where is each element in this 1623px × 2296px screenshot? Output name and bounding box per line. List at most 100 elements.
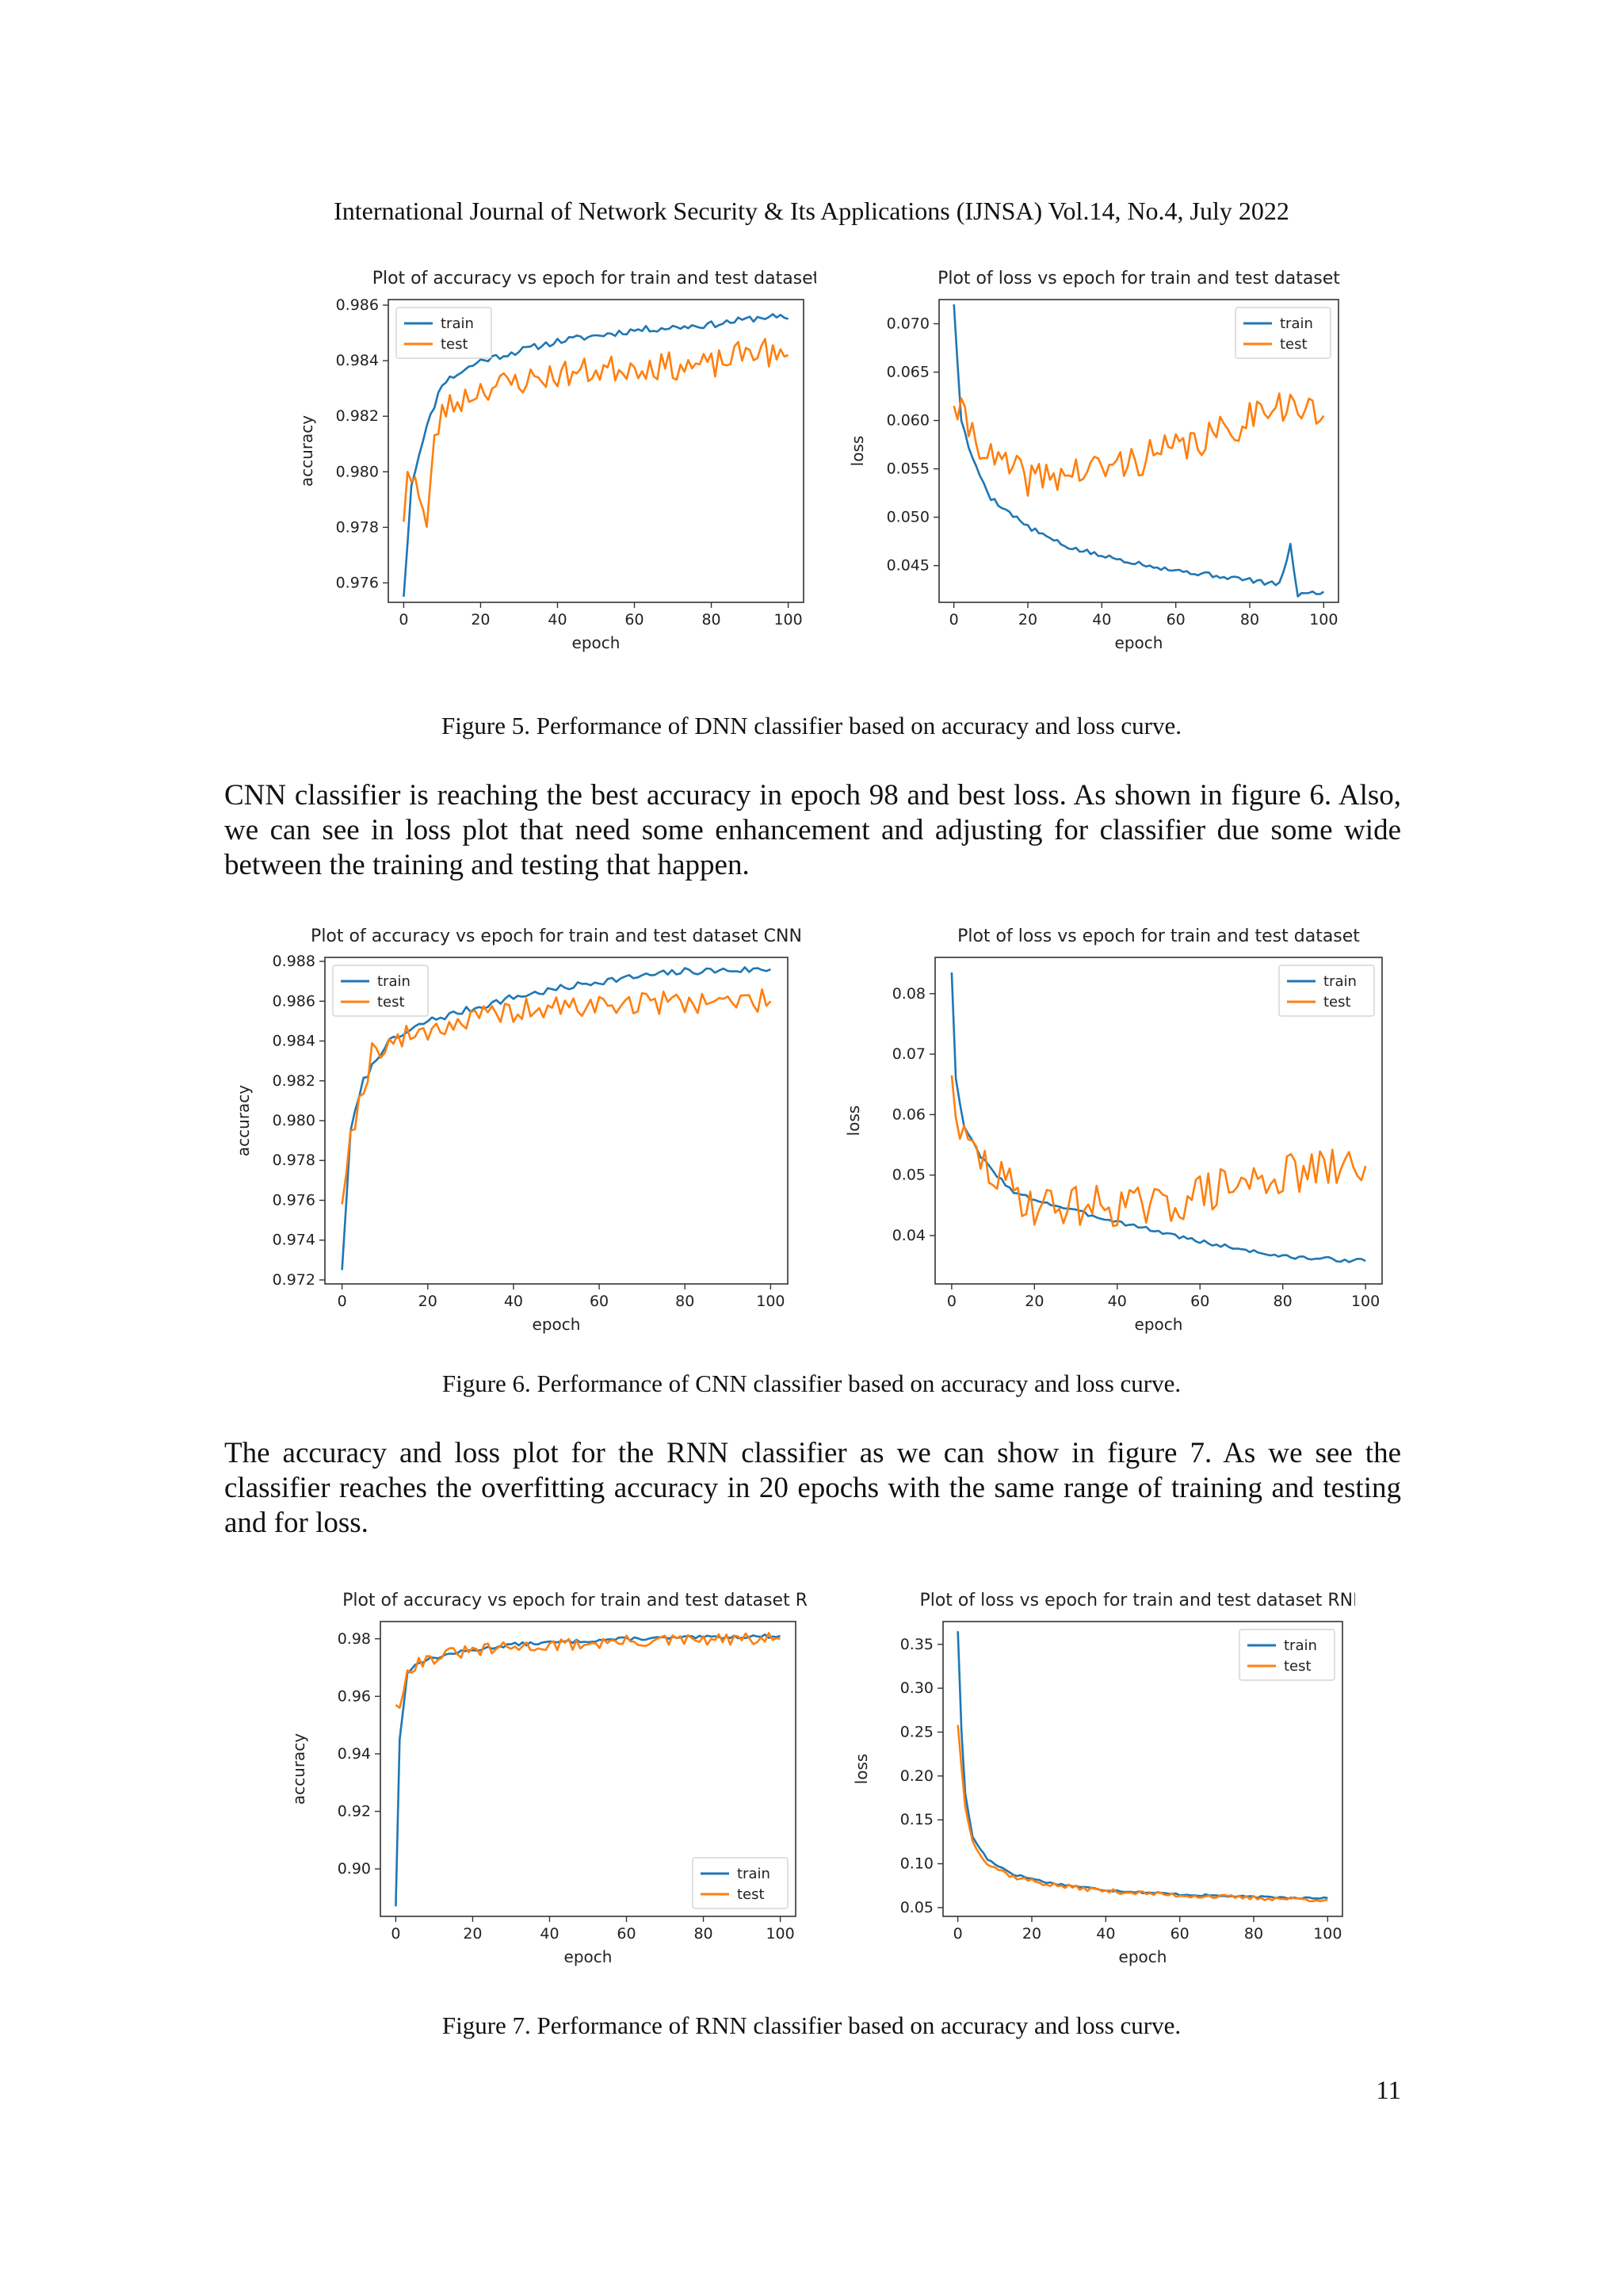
series-line-train	[950, 972, 1366, 1263]
chart-legend: train test	[692, 1857, 789, 1909]
y-tick-label: 0.94	[338, 1745, 371, 1763]
x-tick-label: 20	[1022, 1925, 1041, 1943]
chart-legend: train test	[1278, 965, 1375, 1017]
chart-legend: train test	[1235, 307, 1331, 359]
x-tick-label: 60	[624, 611, 643, 628]
figure-7-caption: Figure 7. Performance of RNN classifier …	[441, 2011, 1182, 2039]
x-axis-label: epoch	[1119, 1947, 1167, 1966]
page-number: 11	[1376, 2076, 1401, 2105]
x-axis-label: epoch	[572, 633, 621, 652]
x-tick-label: 0	[953, 1925, 963, 1943]
series-line-train	[957, 1631, 1328, 1900]
legend-box	[395, 307, 492, 359]
legend-label-test: test	[1323, 994, 1351, 1010]
y-tick-label: 0.07	[892, 1045, 926, 1063]
series-line-test	[950, 1075, 1367, 1228]
paragraph-rnn: The accuracy and loss plot for the RNN c…	[224, 1437, 1401, 1539]
x-tick-label: 100	[766, 1925, 794, 1943]
x-tick-label: 40	[1096, 1925, 1115, 1943]
chart-legend: train test	[1239, 1629, 1335, 1681]
y-axis-label: loss	[844, 1106, 863, 1137]
chart-title: Plot of loss vs epoch for train and test…	[938, 269, 1340, 288]
x-tick-label: 60	[1190, 1293, 1209, 1310]
series-line-train	[341, 966, 771, 1270]
x-tick-label: 20	[471, 611, 490, 628]
x-tick-label: 60	[590, 1293, 609, 1310]
x-tick-label: 20	[1025, 1293, 1044, 1310]
x-tick-label: 20	[1018, 611, 1037, 628]
legend-label-test: test	[441, 336, 468, 353]
y-tick-label: 0.982	[336, 407, 379, 425]
paragraph-cnn: CNN classifier is reaching the best accu…	[224, 779, 1401, 881]
x-tick-label: 20	[418, 1293, 437, 1310]
figure-7-accuracy-chart: Plot of accuracy vs epoch for train and …	[285, 1584, 808, 1980]
y-tick-label: 0.92	[338, 1803, 371, 1820]
x-tick-label: 80	[693, 1925, 712, 1943]
x-tick-label: 40	[540, 1925, 559, 1943]
figure-6-accuracy-chart: Plot of accuracy vs epoch for train and …	[230, 919, 800, 1347]
x-tick-label: 60	[617, 1925, 636, 1943]
figure-6-caption: Figure 6. Performance of CNN classifier …	[441, 1370, 1182, 1397]
y-tick-label: 0.20	[900, 1767, 934, 1785]
y-tick-label: 0.050	[887, 509, 930, 526]
series-line-test	[953, 392, 1325, 497]
legend-label-train: train	[737, 1866, 770, 1882]
series-line-test	[395, 1632, 781, 1710]
y-tick-label: 0.982	[273, 1072, 315, 1090]
y-axis-label: accuracy	[297, 415, 316, 487]
x-tick-label: 40	[1108, 1293, 1127, 1310]
dnn-accuracy-chart: Plot of accuracy vs epoch for train and …	[297, 269, 816, 652]
chart-legend: train test	[395, 307, 492, 359]
x-tick-label: 80	[1244, 1925, 1263, 1943]
legend-label-test: test	[737, 1886, 765, 1903]
series-line-test	[957, 1725, 1328, 1903]
plot-frame	[934, 957, 1383, 1285]
y-tick-label: 0.986	[273, 992, 315, 1010]
cnn-loss-chart: Plot of loss vs epoch for train and test…	[844, 926, 1383, 1334]
y-tick-label: 0.04	[892, 1227, 926, 1244]
y-tick-label: 0.988	[273, 953, 315, 970]
legend-label-train: train	[1323, 973, 1357, 990]
legend-box	[332, 965, 429, 1017]
plot-frame	[380, 1621, 796, 1917]
chart-title: Plot of accuracy vs epoch for train and …	[311, 926, 800, 946]
x-tick-label: 100	[756, 1293, 785, 1310]
legend-label-test: test	[1280, 336, 1308, 353]
chart-title: Plot of accuracy vs epoch for train and …	[372, 269, 816, 288]
chart-legend: train test	[332, 965, 429, 1017]
y-tick-label: 0.978	[273, 1152, 315, 1169]
x-tick-label: 0	[338, 1293, 347, 1310]
legend-label-train: train	[1284, 1637, 1317, 1654]
y-tick-label: 0.05	[892, 1167, 926, 1184]
legend-label-train: train	[377, 973, 411, 990]
y-tick-label: 0.986	[336, 296, 379, 314]
y-tick-label: 0.10	[900, 1855, 934, 1873]
x-tick-label: 60	[1170, 1925, 1190, 1943]
x-axis-label: epoch	[1115, 633, 1163, 652]
x-tick-label: 100	[773, 611, 802, 628]
chart-title: Plot of loss vs epoch for train and test…	[957, 926, 1360, 946]
y-tick-label: 0.90	[338, 1860, 371, 1878]
x-tick-label: 100	[1309, 611, 1338, 628]
y-tick-label: 0.35	[900, 1636, 934, 1653]
y-tick-label: 0.984	[336, 352, 379, 369]
y-tick-label: 0.974	[273, 1232, 315, 1249]
y-tick-label: 0.96	[338, 1687, 371, 1705]
y-tick-label: 0.980	[273, 1112, 315, 1129]
legend-label-test: test	[377, 994, 405, 1010]
series-line-test	[403, 338, 789, 528]
rnn-loss-chart: Plot of loss vs epoch for train and test…	[852, 1591, 1355, 1966]
y-tick-label: 0.065	[887, 364, 930, 381]
y-axis-label: loss	[848, 436, 867, 467]
y-axis-label: accuracy	[289, 1733, 308, 1805]
series-line-test	[341, 988, 772, 1205]
y-tick-label: 0.15	[900, 1811, 934, 1828]
x-tick-label: 40	[548, 611, 567, 628]
x-axis-label: epoch	[1135, 1315, 1183, 1334]
y-tick-label: 0.06	[892, 1106, 926, 1123]
plot-frame	[942, 1621, 1343, 1917]
x-tick-label: 0	[949, 611, 959, 628]
x-axis-label: epoch	[564, 1947, 613, 1966]
legend-label-test: test	[1284, 1658, 1312, 1675]
y-tick-label: 0.05	[900, 1899, 934, 1916]
